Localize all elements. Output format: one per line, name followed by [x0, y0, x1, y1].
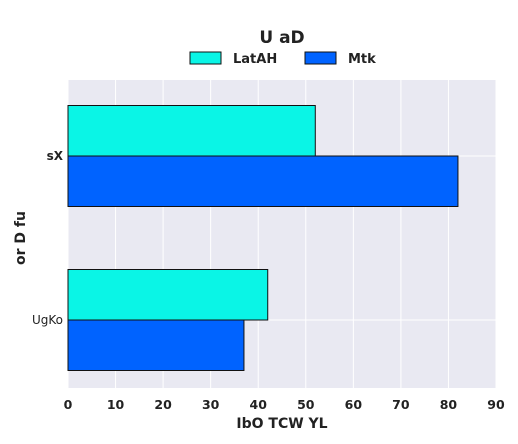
bar-latah-ugko [67, 269, 269, 321]
legend-swatch [189, 51, 222, 65]
x-axis-label: IbO TCW YL [236, 416, 327, 432]
chart-title: U aD [259, 28, 304, 48]
bar-mtk-sx [67, 155, 459, 207]
y-tick-label: sX [47, 149, 64, 163]
legend-swatch [304, 51, 337, 65]
x-tick-label: 20 [154, 397, 172, 412]
x-tick-label: 60 [345, 397, 363, 412]
x-tick-label: 10 [107, 397, 125, 412]
x-tick-label: 30 [202, 397, 220, 412]
x-tick-label: 70 [392, 397, 410, 412]
x-tick-label: 50 [297, 397, 315, 412]
bar-latah-sx [67, 105, 316, 157]
x-tick-label: 0 [64, 397, 73, 412]
y-axis-label: or D fu [13, 211, 29, 265]
legend: LatAH Mtk [189, 51, 376, 67]
x-tick-label: 40 [250, 397, 268, 412]
y-axis-ticks: sX UgKo [32, 149, 64, 327]
bar-mtk-ugko [67, 319, 245, 371]
legend-label: Mtk [348, 52, 376, 67]
x-tick-label: 80 [440, 397, 458, 412]
x-axis-ticks: 0 10 20 30 40 50 60 70 80 90 [64, 397, 505, 412]
x-tick-label: 90 [487, 397, 505, 412]
y-tick-label: UgKo [32, 313, 63, 327]
bars [67, 105, 459, 371]
legend-label: LatAH [233, 52, 277, 67]
